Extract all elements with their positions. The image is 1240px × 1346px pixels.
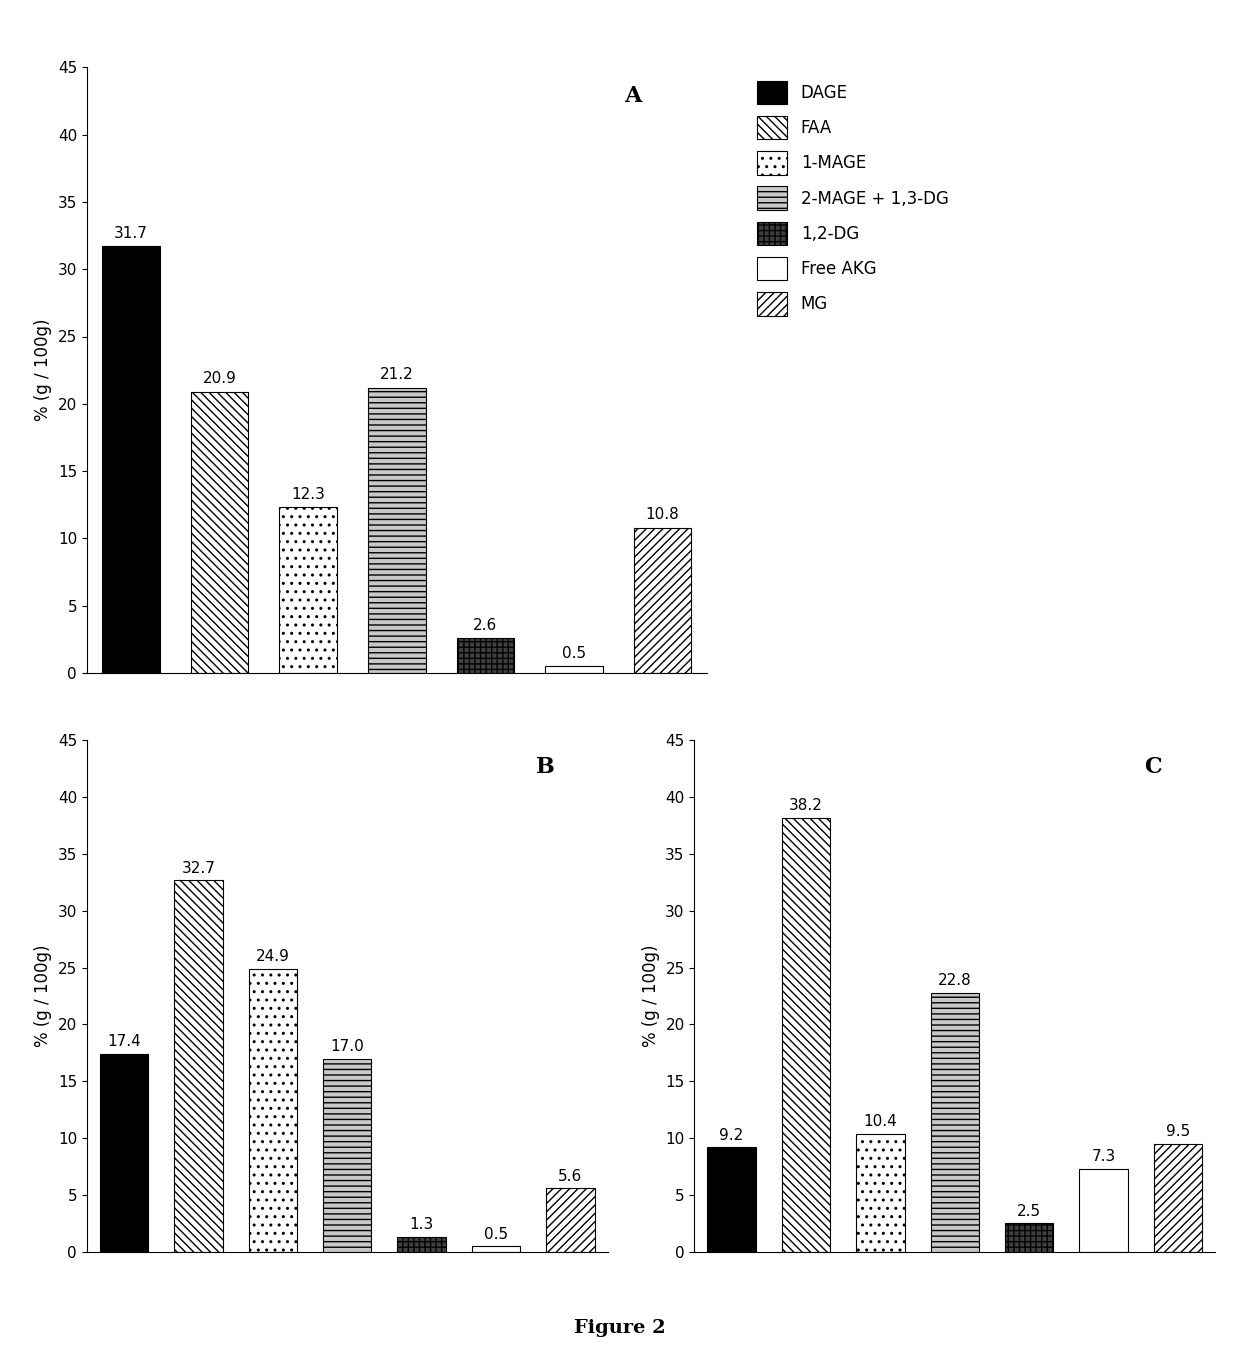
Text: 31.7: 31.7: [114, 226, 148, 241]
Y-axis label: % (g / 100g): % (g / 100g): [35, 945, 52, 1047]
Text: 32.7: 32.7: [181, 860, 216, 875]
Bar: [782, 817, 831, 1252]
Bar: [191, 392, 248, 673]
Text: 9.5: 9.5: [1166, 1124, 1190, 1139]
Text: 24.9: 24.9: [255, 949, 290, 964]
Y-axis label: % (g / 100g): % (g / 100g): [35, 319, 52, 421]
Text: B: B: [536, 755, 554, 778]
Bar: [546, 1189, 594, 1252]
Bar: [279, 507, 337, 673]
Bar: [1079, 1168, 1128, 1252]
Text: 38.2: 38.2: [789, 798, 823, 813]
Bar: [397, 1237, 446, 1252]
Y-axis label: % (g / 100g): % (g / 100g): [642, 945, 660, 1047]
Bar: [471, 1246, 521, 1252]
Text: 2.6: 2.6: [474, 618, 497, 633]
Bar: [322, 1058, 372, 1252]
Bar: [248, 969, 298, 1252]
Bar: [708, 1147, 756, 1252]
Text: 9.2: 9.2: [719, 1128, 744, 1143]
Bar: [368, 388, 425, 673]
Bar: [174, 880, 223, 1252]
Bar: [99, 1054, 149, 1252]
Text: 22.8: 22.8: [937, 973, 972, 988]
Bar: [1154, 1144, 1203, 1252]
Text: 17.0: 17.0: [330, 1039, 365, 1054]
Bar: [930, 992, 980, 1252]
Bar: [634, 528, 692, 673]
Text: 17.4: 17.4: [107, 1035, 141, 1050]
Text: C: C: [1143, 755, 1162, 778]
Bar: [546, 666, 603, 673]
Text: 10.4: 10.4: [863, 1114, 898, 1129]
Text: 21.2: 21.2: [379, 367, 414, 382]
Text: 5.6: 5.6: [558, 1168, 583, 1183]
Bar: [102, 246, 160, 673]
Text: 0.5: 0.5: [484, 1226, 508, 1241]
Text: A: A: [624, 86, 641, 108]
Bar: [1006, 1224, 1054, 1252]
Text: 7.3: 7.3: [1091, 1149, 1116, 1164]
Text: 1.3: 1.3: [409, 1218, 434, 1233]
Text: 0.5: 0.5: [562, 646, 587, 661]
Bar: [456, 638, 515, 673]
Text: 12.3: 12.3: [291, 487, 325, 502]
Text: 20.9: 20.9: [202, 371, 237, 386]
Text: 2.5: 2.5: [1017, 1203, 1042, 1219]
Bar: [857, 1133, 905, 1252]
Legend: DAGE, FAA, 1-MAGE, 2-MAGE + 1,3-DG, 1,2-DG, Free AKG, MG: DAGE, FAA, 1-MAGE, 2-MAGE + 1,3-DG, 1,2-…: [753, 75, 954, 320]
Text: 10.8: 10.8: [646, 507, 680, 522]
Text: Figure 2: Figure 2: [574, 1319, 666, 1337]
